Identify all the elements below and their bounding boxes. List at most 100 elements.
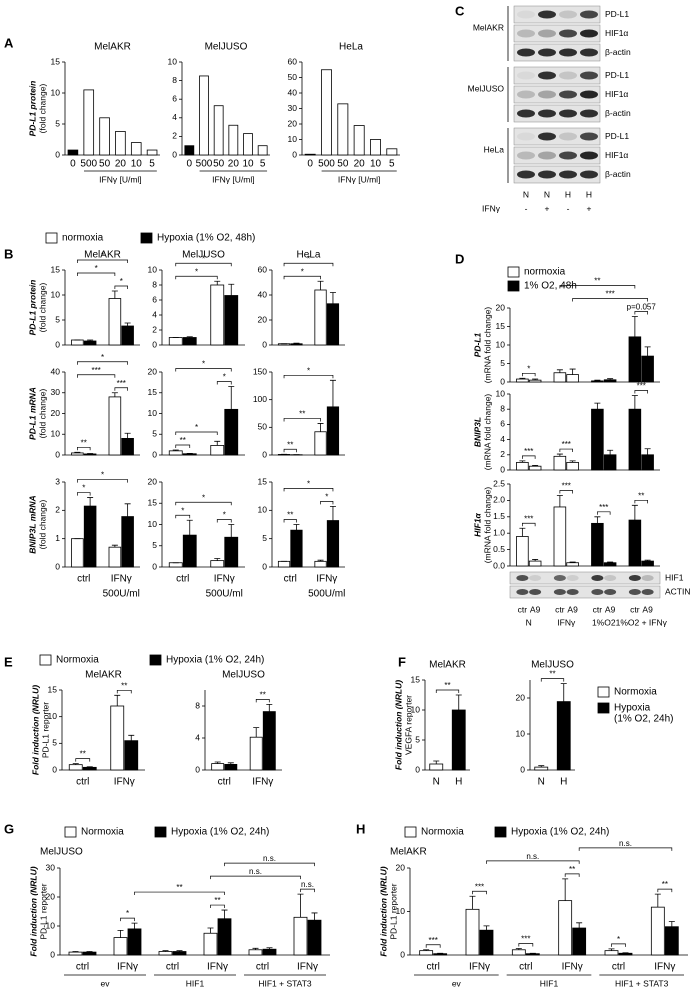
significance-label: *** [428,936,437,945]
error-bar [644,346,651,357]
y-tick-label: 8 [152,279,157,289]
y-axis-label: VEGFA reporter [403,695,413,755]
x-tick-label: IFNγ [252,777,273,788]
significance-label: *** [605,290,614,299]
blot-band [559,151,577,160]
bar [566,461,579,471]
error-bar [87,497,94,507]
error-bar [317,280,324,290]
blot-band [516,589,529,595]
significance-bracket [634,499,648,504]
y-tick-label: 5 [55,118,60,128]
significance-label: ** [569,865,575,874]
y-tick-label: 2 [500,449,505,459]
chart-title: MelJUSO [222,670,265,681]
error-bar [297,893,304,918]
bar [108,546,122,568]
x-tick-label: IFNγ [469,962,490,973]
error-bar [538,765,545,768]
y-axis-label: PD-L1 mRNA [27,387,37,440]
treatment-sign: + [545,203,550,213]
bar [353,125,365,156]
x-tick-label: 50 [213,159,225,170]
bar [314,431,327,456]
significance-label: *** [524,447,533,456]
legend-label: Normoxia [81,827,124,838]
significance-label: ** [81,438,87,447]
x-tick-label: ctrl [519,962,532,973]
x-tick-label: ctrl [284,574,297,585]
significance-bracket [175,368,232,372]
significance-label: * [195,423,198,432]
bar [603,454,617,471]
bar [290,343,303,346]
y-tick-label: 6 [172,93,177,103]
y-tick-label: 0.0 [493,560,505,570]
x-sublabel: 500U/ml [103,589,140,600]
y-tick-label: 40 [288,87,298,97]
bar-sublabel: A9 [642,604,653,614]
band-label: HIF1 [665,572,684,582]
significance-bracket [120,917,135,922]
y-axis-label: BNIP3L [472,417,482,447]
bar [326,520,340,568]
lane-label: H [586,189,592,199]
blot-band [559,29,577,38]
significance-label: ** [594,277,600,286]
y-axis-label: PD-L1 reporter [38,883,48,939]
legend-swatch [154,826,167,838]
bar [553,372,567,383]
significance-label: n.s. [249,867,262,876]
significance-bracket [559,490,573,494]
y-tick-label: 10 [496,339,506,349]
significance-label: *** [599,503,608,512]
error-bar [214,280,221,285]
bar [326,406,340,456]
significance-label: *** [524,514,533,523]
y-tick-label: 0 [50,949,55,959]
bar [182,337,197,346]
legend-swatch [597,686,610,698]
significance-label: ** [287,440,293,449]
error-bar [631,316,638,337]
significance-bracket [216,381,232,385]
significance-label: *** [562,440,571,449]
significance-label: ** [260,691,266,700]
x-tick-label: ctrl [77,574,90,585]
significance-label: n.s. [301,880,314,889]
bar [516,378,529,383]
significance-bracket [634,311,648,315]
y-tick-label: 4 [152,309,157,319]
significance-label: ** [299,410,305,419]
bar [591,380,604,383]
y-tick-label: 15 [51,56,61,66]
y-tick-label: 5 [152,540,157,550]
significance-label: * [307,366,310,375]
significance-bracket [175,431,218,436]
x-tick-label: N [526,617,532,627]
y-tick-label: 2 [152,324,157,334]
y-tick-label: 0 [262,339,267,349]
error-bar [111,290,118,299]
bar [83,340,97,346]
y-tick-label: 20 [148,476,158,486]
significance-label: * [301,267,304,276]
significance-label: * [101,471,104,480]
bar [224,408,239,456]
chart-title: MelJUSO [182,250,225,261]
bar [641,355,654,383]
legend-swatch [45,232,58,244]
y-tick-label: 10 [148,519,158,529]
x-tick-label: 10 [131,159,143,170]
bar [525,953,540,956]
error-bar [114,694,121,706]
panel-label: H [356,821,365,836]
error-bar [519,460,526,463]
bar [168,450,183,456]
bar [553,455,567,471]
blot-band [538,71,556,80]
legend-swatch [404,826,417,838]
significance-bracket [175,262,232,267]
error-bar [608,948,615,951]
significance-label: ** [180,436,186,445]
